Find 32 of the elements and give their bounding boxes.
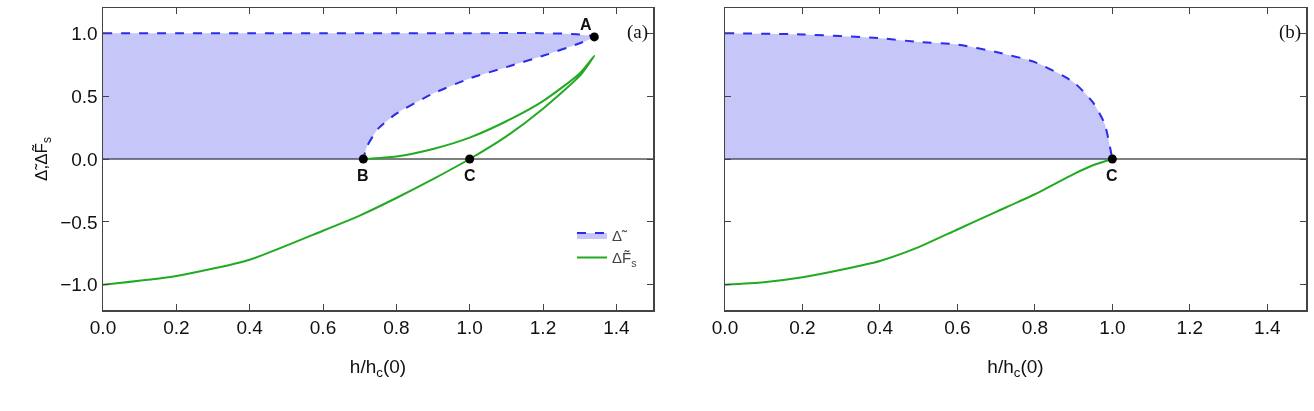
x-tick-label: 1.0 [456,317,483,339]
x-axis-title: h/h$_{c}$(0) [987,355,1044,380]
annotation: (a) [627,21,649,43]
annotation: B [357,167,369,184]
x-axis-title: h/h$_{c}$(0) [349,355,407,380]
legend-label: Δ̃ [612,226,629,244]
x-tick-label: 0.4 [236,317,264,339]
y-tick-label: −1.0 [60,274,98,296]
x-tick-label: 1.2 [1176,317,1204,339]
x-tick-label: 0.0 [89,317,117,339]
x-tick-label: 0.2 [789,317,816,339]
x-tick-label: 0.4 [866,317,894,339]
x-tick-label: 0.6 [309,317,337,339]
y-tick-label: 1.0 [71,22,98,44]
x-tick-label: 0.2 [163,317,190,339]
x-tick-label: 0.8 [383,317,410,339]
y-tick-label: −0.5 [60,211,98,233]
x-tick-label: 1.4 [1254,317,1281,339]
annotation: C [464,167,476,184]
legend-label: ΔF̃$_{s}$ [612,249,637,269]
x-tick-label: 0.6 [944,317,971,339]
y-tick-label: 0.0 [71,148,98,170]
x-tick-label: 1.0 [1099,317,1126,339]
line-series [103,54,596,286]
x-tick-label: 0.8 [1021,317,1049,339]
x-tick-label: 1.4 [603,317,630,339]
x-tick-label: 1.2 [529,317,557,339]
annotation: A [580,16,592,33]
y-tick-label: 0.5 [71,85,98,107]
annotation: C [1106,167,1118,184]
annotation: (b) [1279,21,1302,43]
x-tick-label: 0.0 [711,317,739,339]
